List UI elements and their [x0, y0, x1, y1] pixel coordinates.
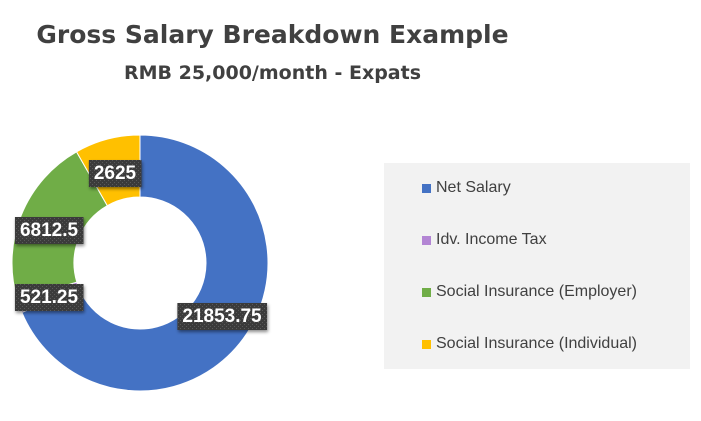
legend-label-income-tax: Idv. Income Tax: [436, 231, 547, 248]
legend-label-social-insurance-individual: Social Insurance (Individual): [436, 335, 637, 352]
legend-label-net-salary: Net Salary: [436, 179, 511, 196]
data-label-text-net-salary: 21853.75: [182, 306, 262, 327]
data-label-text-idv-income-tax: 521.25: [20, 287, 79, 308]
legend-item-social-insurance-individual: Social Insurance (Individual): [422, 333, 637, 355]
data-label-net-salary: 21853.75: [177, 303, 268, 330]
legend-swatch-social-insurance-employer: [422, 287, 431, 297]
legend-swatch-social-insurance-individual: [422, 339, 431, 349]
data-label-box-social-insurance-individual: [88, 160, 142, 187]
data-label-box-social-insurance-employer: [14, 217, 84, 244]
legend-swatch-income-tax: [422, 235, 431, 245]
legend-item-income-tax: Idv. Income Tax: [422, 229, 547, 251]
chart-title: Gross Salary Breakdown Example: [36, 20, 509, 49]
data-label-box-net-salary: [177, 303, 268, 330]
chart-subtitle: RMB 25,000/month - Expats: [123, 62, 422, 84]
legend-label-social-insurance-employer: Social Insurance (Employer): [436, 283, 637, 300]
legend: Net Salary Idv. Income Tax Social Insura…: [384, 163, 690, 369]
legend-swatch-net-salary: [422, 183, 431, 193]
data-label-idv-income-tax: 521.25: [14, 284, 84, 311]
data-label-text-social-insurance-individual: 2625: [94, 163, 137, 184]
legend-item-social-insurance-employer: Social Insurance (Employer): [422, 281, 637, 303]
data-label-social-insurance-employer: 6812.5: [14, 217, 84, 244]
data-label-box-idv-income-tax: [14, 284, 84, 311]
legend-item-net-salary: Net Salary: [422, 177, 511, 199]
data-labels-group: 21853.75 521.25 6812.5 2625: [14, 160, 268, 330]
data-label-text-social-insurance-employer: 6812.5: [20, 220, 79, 241]
data-label-social-insurance-individual: 2625: [88, 160, 142, 187]
